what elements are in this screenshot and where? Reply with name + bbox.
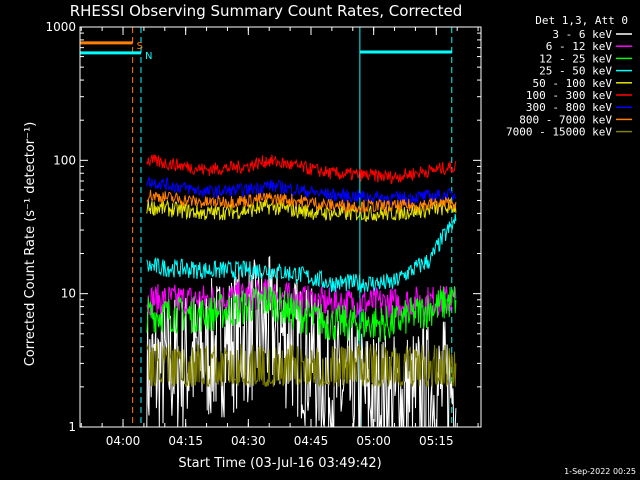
legend-entry-label: 7000 - 15000 keV	[506, 126, 612, 139]
legend-header: Det 1,3, Att 0	[535, 14, 628, 27]
legend-entry-label: 25 - 50 keV	[539, 65, 612, 78]
legend-entry-label: 800 - 7000 keV	[519, 113, 612, 126]
series-line	[146, 197, 457, 223]
footer-timestamp: 1-Sep-2022 00:25	[564, 467, 636, 476]
y-tick-label: 1	[68, 420, 76, 434]
x-tick-label: 04:15	[168, 434, 203, 448]
y-tick-label: 1000	[45, 20, 76, 34]
plot-area: 1 10 100 1000 04:00 04:15 04:30 04:45 05:00 05:15…	[45, 20, 481, 448]
x-tick-label: 05:15	[419, 434, 454, 448]
legend-entry-label: 12 - 25 keV	[539, 52, 612, 65]
chart-title: RHESSI Observing Summary Count Rates, Co…	[70, 2, 463, 20]
series-line	[146, 176, 457, 206]
legend-entry-label: 6 - 12 keV	[546, 40, 613, 53]
series-line	[146, 343, 457, 389]
flag-label: N	[145, 51, 152, 62]
x-axis-label: Start Time (03-Jul-16 03:49:42)	[178, 456, 381, 471]
flag-label: S	[137, 41, 143, 52]
series-line	[146, 213, 457, 293]
y-tick-label: 100	[53, 153, 76, 167]
x-tick-label: 04:00	[106, 434, 141, 448]
legend-entry-label: 50 - 100 keV	[533, 77, 613, 90]
x-tick-label: 05:00	[356, 434, 391, 448]
legend-entry-label: 3 - 6 keV	[552, 28, 612, 41]
plot-frame	[79, 26, 482, 428]
x-tick-label: 04:30	[231, 434, 266, 448]
series-line	[146, 189, 457, 215]
legend-entry-label: 100 - 300 keV	[526, 89, 612, 102]
legend-entry-label: 300 - 800 keV	[526, 101, 612, 114]
y-axis-label: Corrected Count Rate (s⁻¹ detector⁻¹)	[23, 122, 38, 367]
x-tick-label: 04:45	[294, 434, 329, 448]
y-tick-label: 10	[61, 287, 76, 301]
series-line	[146, 286, 457, 342]
series-line	[146, 154, 457, 185]
